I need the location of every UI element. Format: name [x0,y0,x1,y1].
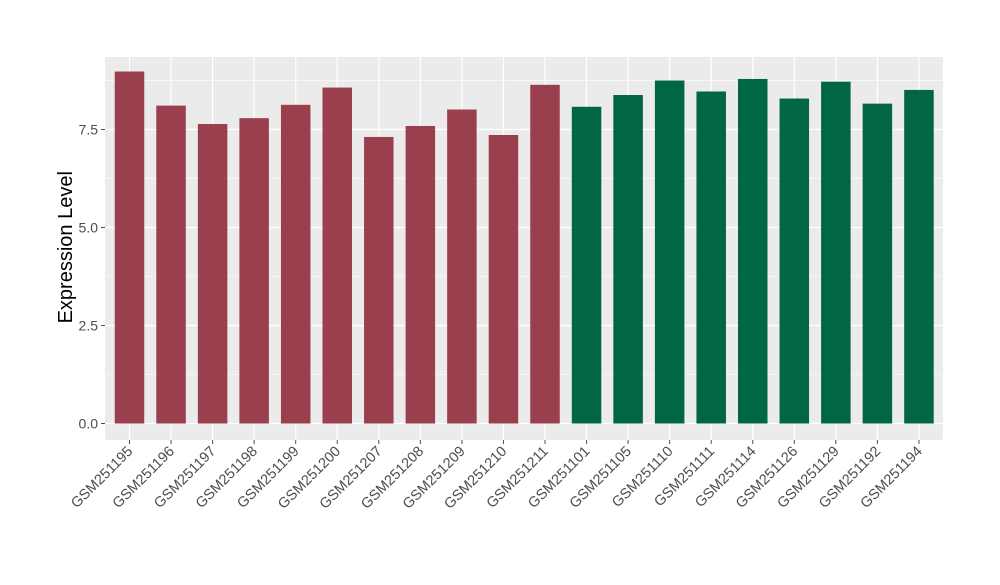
bar-GSM251129 [821,81,851,424]
bar-GSM251197 [197,124,228,424]
bar-GSM251192 [862,103,893,424]
y-tick-label: 2.5 [79,318,99,334]
bar-GSM251209 [447,109,477,424]
y-tick-label: 0.0 [79,416,99,432]
bar-GSM251114 [738,78,768,424]
bar-GSM251195 [114,71,145,424]
bar-GSM251105 [613,95,643,424]
y-axis-title: Expression Level [55,171,77,323]
bar-GSM251101 [571,106,602,424]
bar-GSM251111 [696,91,726,424]
bar-GSM251196 [156,105,186,424]
bars [114,71,934,424]
plot-panel [105,57,943,440]
bar-GSM251194 [904,89,934,424]
bar-GSM251110 [654,80,685,424]
bar-GSM251210 [488,135,519,424]
y-axis: 0.0 2.5 5.0 7.5 [79,122,105,432]
x-axis: GSM251195GSM251196GSM251197GSM251198GSM2… [68,440,926,512]
bar-GSM251207 [364,136,394,424]
y-tick-label: 7.5 [79,122,99,138]
bar-GSM251199 [280,104,311,424]
bar-GSM251208 [405,125,436,424]
bar-GSM251211 [530,84,560,424]
bar-GSM251198 [239,118,269,424]
bar-GSM251126 [779,98,810,424]
y-tick-label: 5.0 [79,220,99,236]
bar-GSM251200 [322,87,352,424]
